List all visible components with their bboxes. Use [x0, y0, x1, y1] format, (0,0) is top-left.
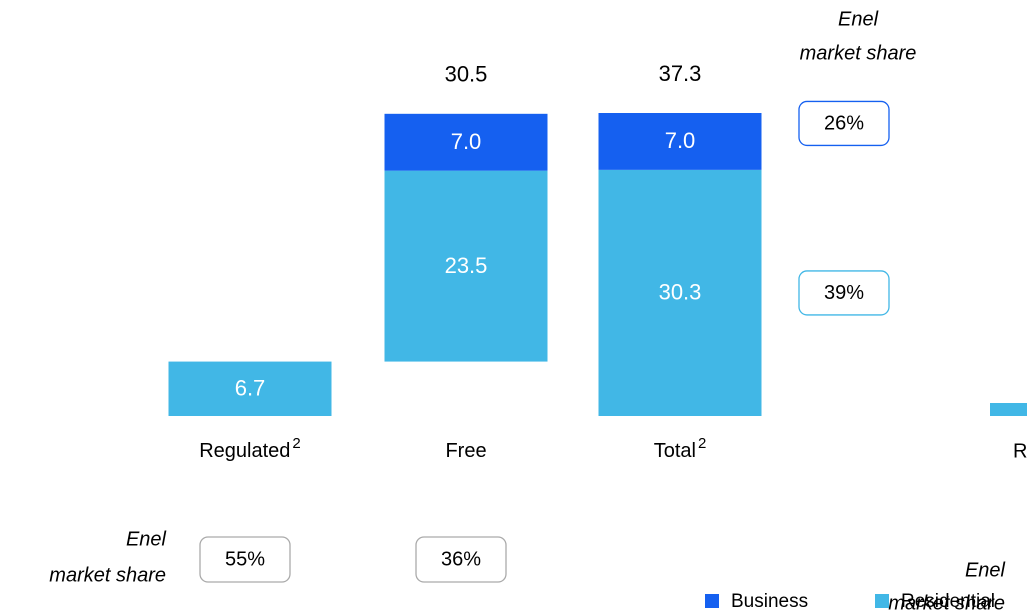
total-label: 37.3 — [659, 61, 702, 86]
legend-label: Residential — [901, 591, 995, 611]
value-label: 6.7 — [235, 376, 266, 401]
share-label: market share — [800, 42, 917, 64]
cropped-label: R — [1013, 440, 1027, 462]
share-box — [199, 536, 291, 583]
category-label: Total 2 — [654, 435, 707, 462]
bar-segment — [598, 169, 762, 416]
share-box — [798, 100, 890, 147]
category-label: Free — [445, 440, 486, 462]
category-name: Total — [654, 440, 696, 462]
bar-segment — [598, 113, 762, 170]
share-box — [415, 536, 507, 583]
share-label: Enel — [838, 8, 879, 30]
legend-swatch — [705, 594, 719, 608]
value-label: 7.0 — [665, 128, 696, 153]
legend-swatch — [875, 594, 889, 608]
share-value: 36% — [441, 548, 481, 570]
bar-segment — [384, 113, 548, 171]
value-label: 7.0 — [451, 129, 482, 154]
value-label: 23.5 — [445, 253, 488, 278]
share-box — [798, 270, 890, 316]
share-label: market share — [888, 592, 1005, 611]
cropped-bar — [990, 403, 1027, 416]
bar-segment — [168, 361, 332, 416]
share-value: 39% — [824, 282, 864, 304]
footnote-mark: 2 — [698, 435, 706, 452]
legend-label: Business — [731, 591, 808, 611]
share-label: Enel — [126, 528, 167, 550]
category-label: Regulated 2 — [199, 435, 301, 462]
category-name: Regulated — [199, 440, 290, 462]
share-label: market share — [49, 564, 166, 586]
share-value: 26% — [824, 113, 864, 135]
footnote-mark: 2 — [292, 435, 300, 452]
value-label: 30.3 — [659, 280, 702, 305]
category-name: Free — [445, 440, 486, 462]
total-label: 30.5 — [445, 62, 488, 87]
share-value: 55% — [225, 548, 265, 570]
bar-segment — [384, 170, 548, 362]
share-label: Enel — [965, 559, 1006, 581]
